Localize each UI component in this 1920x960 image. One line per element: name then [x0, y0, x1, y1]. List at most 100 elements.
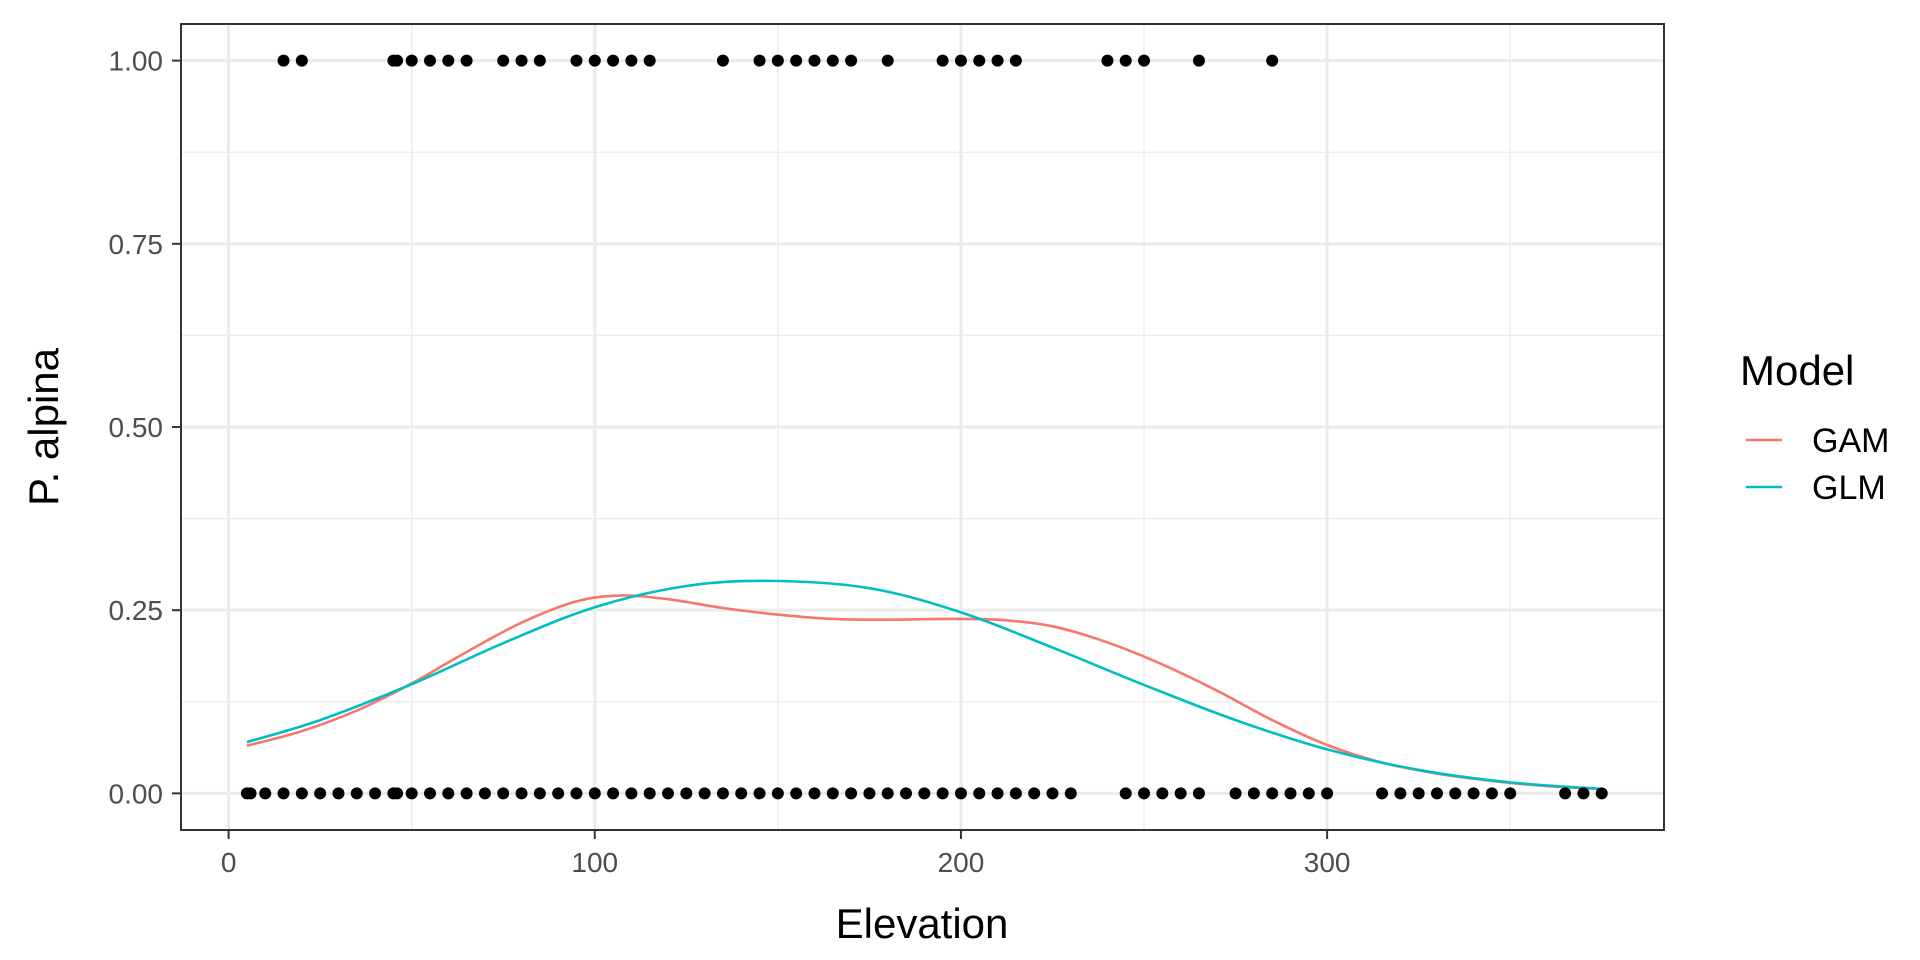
series-line-glm — [246, 579, 1602, 791]
presence-point-10 — [533, 54, 546, 67]
presence-point-23 — [881, 54, 894, 67]
absence-point-6 — [332, 787, 345, 800]
absence-point-7 — [350, 787, 363, 800]
legend-title: Model — [1740, 347, 1854, 394]
absence-point-53 — [1229, 787, 1242, 800]
absence-point-45 — [1028, 787, 1041, 800]
absence-point-51 — [1174, 787, 1187, 800]
legend: Model GAM GLM — [1740, 347, 1889, 507]
absence-point-59 — [1376, 787, 1389, 800]
absence-point-37 — [881, 787, 894, 800]
absence-point-68 — [1577, 787, 1590, 800]
y-tick-label-2: 0.50 — [109, 412, 164, 443]
absence-point-66 — [1504, 787, 1517, 800]
presence-point-26 — [973, 54, 986, 67]
absence-point-11 — [405, 787, 418, 800]
presence-point-16 — [716, 54, 729, 67]
x-tick-label-1: 100 — [571, 847, 618, 878]
presence-point-31 — [1138, 54, 1151, 67]
x-tick-label-0: 0 — [221, 847, 237, 878]
presence-point-7 — [460, 54, 473, 67]
absence-point-69 — [1595, 787, 1608, 800]
absence-point-34 — [826, 787, 839, 800]
absence-point-44 — [1009, 787, 1022, 800]
absence-point-42 — [973, 787, 986, 800]
absence-point-23 — [625, 787, 638, 800]
absence-point-62 — [1430, 787, 1443, 800]
model-curves — [246, 579, 1602, 791]
absence-point-41 — [954, 787, 967, 800]
absence-point-35 — [845, 787, 858, 800]
x-tick-label-2: 200 — [938, 847, 985, 878]
absence-point-28 — [716, 787, 729, 800]
absence-point-57 — [1302, 787, 1315, 800]
presence-point-22 — [845, 54, 858, 67]
absence-point-56 — [1284, 787, 1297, 800]
absence-point-16 — [497, 787, 510, 800]
presence-point-9 — [515, 54, 528, 67]
presence-point-32 — [1192, 54, 1205, 67]
absence-point-29 — [735, 787, 748, 800]
absence-point-40 — [936, 787, 949, 800]
absence-point-10 — [391, 787, 404, 800]
absence-point-50 — [1156, 787, 1169, 800]
absence-point-27 — [698, 787, 711, 800]
presence-point-0 — [277, 54, 290, 67]
gridlines — [181, 24, 1664, 830]
absence-point-31 — [771, 787, 784, 800]
absence-point-26 — [680, 787, 693, 800]
absence-point-18 — [533, 787, 546, 800]
presence-point-33 — [1266, 54, 1279, 67]
legend-label-glm: GLM — [1812, 469, 1886, 507]
absence-point-12 — [423, 787, 436, 800]
absence-point-2 — [259, 787, 272, 800]
absence-point-65 — [1485, 787, 1498, 800]
presence-point-8 — [497, 54, 510, 67]
absence-point-61 — [1412, 787, 1425, 800]
absence-point-32 — [790, 787, 803, 800]
absence-point-54 — [1247, 787, 1260, 800]
y-tick-label-4: 1.00 — [109, 46, 164, 77]
absence-point-36 — [863, 787, 876, 800]
legend-label-gam: GAM — [1812, 422, 1889, 460]
absence-point-63 — [1449, 787, 1462, 800]
presence-point-6 — [442, 54, 455, 67]
x-tick-label-3: 300 — [1304, 847, 1351, 878]
absence-point-1 — [244, 787, 257, 800]
absence-point-60 — [1394, 787, 1407, 800]
absence-point-5 — [314, 787, 327, 800]
presence-point-4 — [405, 54, 418, 67]
presence-point-11 — [570, 54, 583, 67]
absence-point-20 — [570, 787, 583, 800]
absence-point-25 — [662, 787, 675, 800]
absence-point-67 — [1559, 787, 1572, 800]
presence-point-13 — [607, 54, 620, 67]
presence-point-29 — [1101, 54, 1114, 67]
absence-point-52 — [1192, 787, 1205, 800]
absence-point-17 — [515, 787, 528, 800]
absence-point-14 — [460, 787, 473, 800]
absence-point-4 — [295, 787, 308, 800]
absence-point-58 — [1321, 787, 1334, 800]
absence-point-3 — [277, 787, 290, 800]
y-tick-label-1: 0.25 — [109, 595, 164, 626]
absence-point-49 — [1138, 787, 1151, 800]
absence-point-13 — [442, 787, 455, 800]
presence-point-28 — [1009, 54, 1022, 67]
absence-point-30 — [753, 787, 766, 800]
absence-point-43 — [991, 787, 1004, 800]
axes: 0 100 200 300 0.00 0.25 0.50 0.75 1.00 — [109, 46, 1351, 878]
presence-point-20 — [808, 54, 821, 67]
y-tick-label-0: 0.00 — [109, 778, 164, 809]
presence-point-19 — [790, 54, 803, 67]
x-axis-title: Elevation — [836, 900, 1009, 947]
absence-point-47 — [1064, 787, 1077, 800]
presence-point-12 — [588, 54, 601, 67]
observation-points — [240, 54, 1608, 800]
absence-point-24 — [643, 787, 656, 800]
absence-point-8 — [369, 787, 382, 800]
presence-point-21 — [826, 54, 839, 67]
presence-point-15 — [643, 54, 656, 67]
presence-point-17 — [753, 54, 766, 67]
